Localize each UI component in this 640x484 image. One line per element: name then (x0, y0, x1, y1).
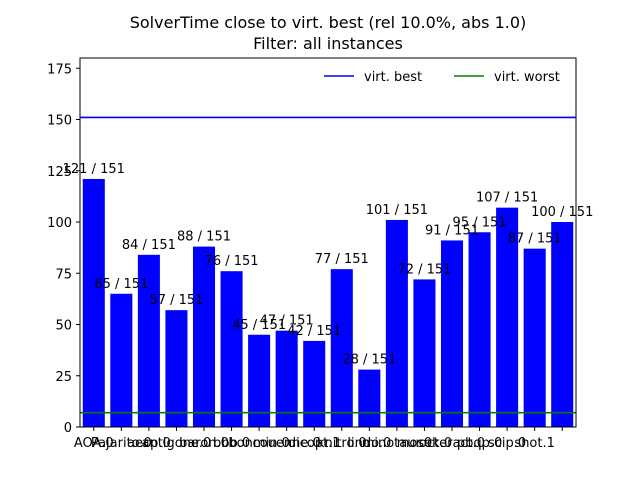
plot-frame (79, 57, 577, 428)
y-tick-label: 125 (47, 165, 72, 180)
x-tick-label: octeract.0 (419, 436, 485, 451)
bar (440, 240, 464, 427)
bar-value-label: 87 / 151 (508, 232, 562, 247)
legend-label: virt. best (364, 70, 422, 85)
x-tick-label: Pajarito.0 (91, 436, 152, 451)
bar-value-label: 121 / 151 (63, 162, 125, 177)
x-axis-ticks: AOA.0Pajarito.0aecp.0antigone.0baron.0bb… (74, 427, 563, 451)
bar-value-label: 91 / 151 (425, 223, 479, 238)
bar-value-label: 95 / 151 (453, 215, 507, 230)
x-tick-label: scip.0 (488, 436, 526, 451)
bar-value-label: 42 / 151 (287, 324, 341, 339)
bar-value-label: 107 / 151 (476, 191, 538, 206)
bar (468, 232, 491, 427)
bar (192, 246, 216, 427)
y-tick-label: 100 (47, 216, 72, 231)
plot-background (80, 58, 576, 427)
x-tick-label: bbb.0 (213, 436, 250, 451)
bar-value-label: 84 / 151 (122, 238, 176, 253)
x-tick-label: baron.0 (179, 436, 229, 451)
bar (496, 207, 519, 427)
bar-value-label: 57 / 151 (149, 293, 203, 308)
x-tick-label: knitro.0 (317, 436, 367, 451)
x-tick-label: mosek.0 (397, 436, 452, 451)
bar-value-label: 72 / 151 (397, 262, 451, 277)
x-tick-label: aecp.0 (127, 436, 171, 451)
bar (551, 222, 574, 427)
y-axis-ticks: 0 25 50 75 100 125 150 175 (47, 62, 80, 436)
x-tick-label: shot.1 (514, 436, 554, 451)
bar (165, 310, 188, 427)
chart-title-line1: SolverTime close to virt. best (rel 10.0… (130, 13, 527, 32)
bar (330, 269, 353, 427)
y-tick-label: 175 (47, 62, 72, 77)
bar (220, 271, 243, 427)
bar-value-label: 88 / 151 (177, 230, 231, 245)
bar (82, 178, 105, 427)
bar (385, 219, 408, 427)
reference-lines-layer (80, 116, 576, 414)
x-tick-label: bonmin.0 (228, 436, 289, 451)
bar (523, 248, 546, 427)
x-tick-label: dicopt.1 (288, 436, 341, 451)
y-tick-label: 25 (55, 370, 72, 385)
bar (275, 330, 298, 427)
y-tick-label: 50 (55, 319, 72, 334)
chart-title-line2: Filter: all instances (253, 34, 403, 53)
x-tick-label: minotaur.0 (362, 436, 432, 451)
legend: virt. best virt. worst (324, 70, 560, 85)
bar-value-label: 47 / 151 (260, 314, 314, 329)
bar-value-label: 76 / 151 (205, 254, 259, 269)
bar-value-label: 100 / 151 (531, 205, 593, 220)
x-tick-label: couenne.0 (253, 436, 321, 451)
y-tick-label: 75 (55, 267, 72, 282)
bar (110, 293, 133, 427)
bar-value-label: 65 / 151 (94, 277, 148, 292)
legend-label: virt. worst (494, 70, 560, 85)
bar-value-label: 28 / 151 (342, 353, 396, 368)
x-tick-label: lindo.0 (347, 436, 391, 451)
x-tick-label: AOA.0 (74, 436, 114, 451)
bar-value-label: 45 / 151 (232, 318, 286, 333)
bar (137, 254, 160, 427)
bar (358, 369, 381, 427)
bar (303, 340, 326, 427)
bar-value-label: 77 / 151 (315, 252, 369, 267)
y-tick-label: 150 (47, 114, 72, 129)
bars-layer (82, 178, 574, 427)
bar (413, 279, 436, 427)
bar-labels-layer: 121 / 151 65 / 151 84 / 151 57 / 151 88 / 15… (63, 162, 594, 368)
y-tick-label: 0 (64, 421, 72, 436)
x-tick-label: antigone.0 (142, 436, 212, 451)
bar-value-label: 101 / 151 (366, 203, 428, 218)
x-tick-label: pbqp.0 (457, 436, 502, 451)
bar (248, 334, 271, 427)
